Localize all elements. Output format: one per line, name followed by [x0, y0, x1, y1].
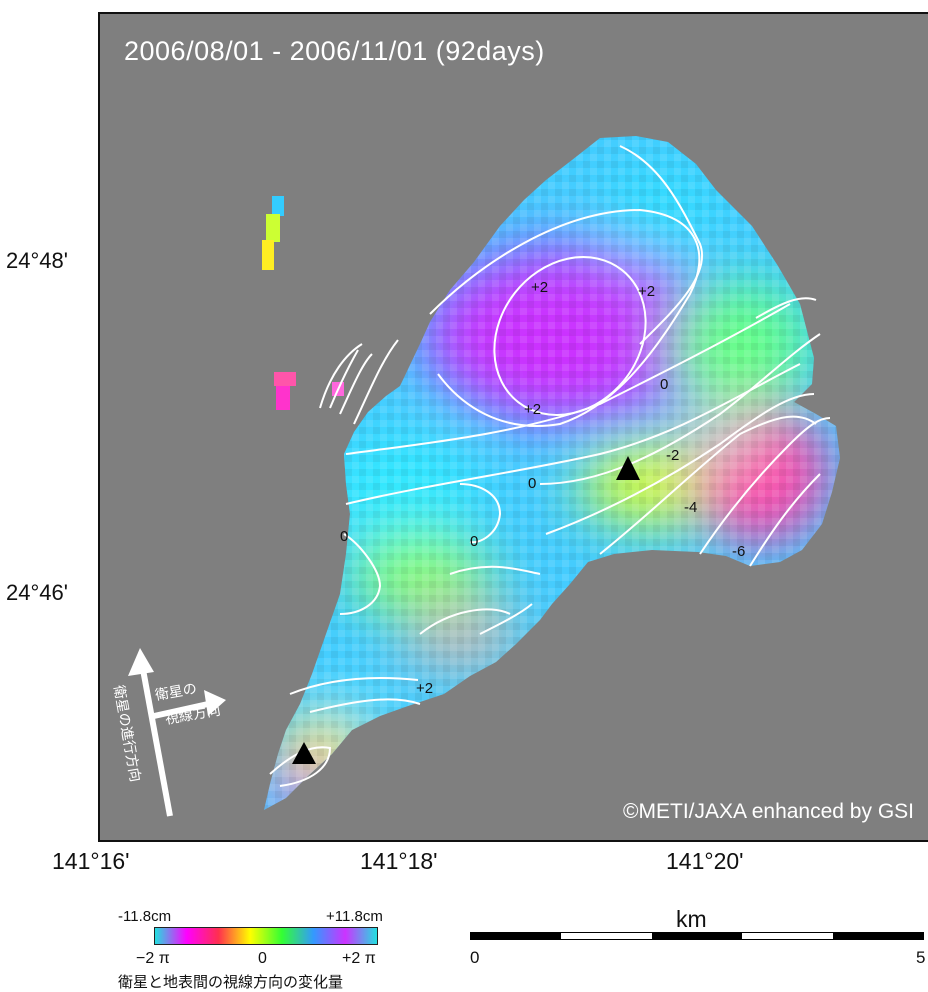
contour-label: -4: [684, 499, 697, 516]
line-of-sight-label: 衛星の: [154, 681, 198, 704]
contour-label: +2: [524, 401, 541, 418]
longitude-label: 141°18': [360, 848, 438, 874]
contour-label: -2: [666, 447, 679, 464]
colorbar-tick-label: 0: [258, 950, 267, 967]
contour-label: 0: [340, 528, 348, 545]
scale-end-label: 5: [916, 948, 926, 967]
contour-label: 0: [528, 475, 536, 492]
colorbar-caption: 衛星と地表間の視線方向の変化量: [118, 974, 344, 991]
contour-label: -6: [732, 543, 745, 560]
longitude-label: 141°16': [52, 848, 130, 874]
credit-text: ©METI/JAXA enhanced by GSI: [623, 800, 914, 823]
line-of-sight-label: 視線方向: [164, 702, 222, 727]
black-triangle-icon: [292, 742, 316, 764]
longitude-label: 141°20': [666, 848, 744, 874]
colorbar-max-label: +11.8cm: [326, 908, 383, 925]
latitude-label: 24°48': [6, 248, 68, 273]
colorbar-strip: [154, 927, 378, 945]
colorbar-tick-label: +2 π: [342, 950, 376, 967]
contour-label: +2: [416, 680, 433, 697]
contour-label-group: +2 +2 +2 0 -2 0 -4 -6 0 0 +2: [340, 279, 745, 697]
island-deformation: [264, 136, 840, 810]
flight-direction-label: 衛星の進行方向: [110, 684, 143, 783]
colorbar-min-label: -11.8cm: [118, 908, 172, 925]
contour-lines: [269, 145, 831, 787]
scale-unit-label: km: [676, 906, 707, 932]
contour-label: +2: [531, 279, 548, 296]
colorbar-tick-label: −2 π: [136, 950, 170, 967]
west-coast-patches: [274, 372, 344, 410]
contour-label: 0: [660, 376, 668, 393]
scale-start-label: 0: [470, 948, 480, 967]
insar-map: +2 +2 +2 0 -2 0 -4 -6 0 0 +2 衛星の進行方向 衛星の…: [98, 12, 928, 842]
small-islet: [262, 196, 284, 270]
scale-bar: [470, 932, 924, 940]
interferogram-image: +2 +2 +2 0 -2 0 -4 -6 0 0 +2 衛星の進行方向 衛星の…: [110, 136, 840, 817]
black-triangle-icon: [616, 456, 640, 480]
contour-label: 0: [470, 533, 478, 550]
contour-label: +2: [638, 283, 655, 300]
observation-period: 2006/08/01 - 2006/11/01 (92days): [124, 36, 545, 66]
satellite-direction-arrows: 衛星の進行方向 衛星の 視線方向: [110, 648, 226, 817]
latitude-label: 24°46': [6, 580, 68, 605]
